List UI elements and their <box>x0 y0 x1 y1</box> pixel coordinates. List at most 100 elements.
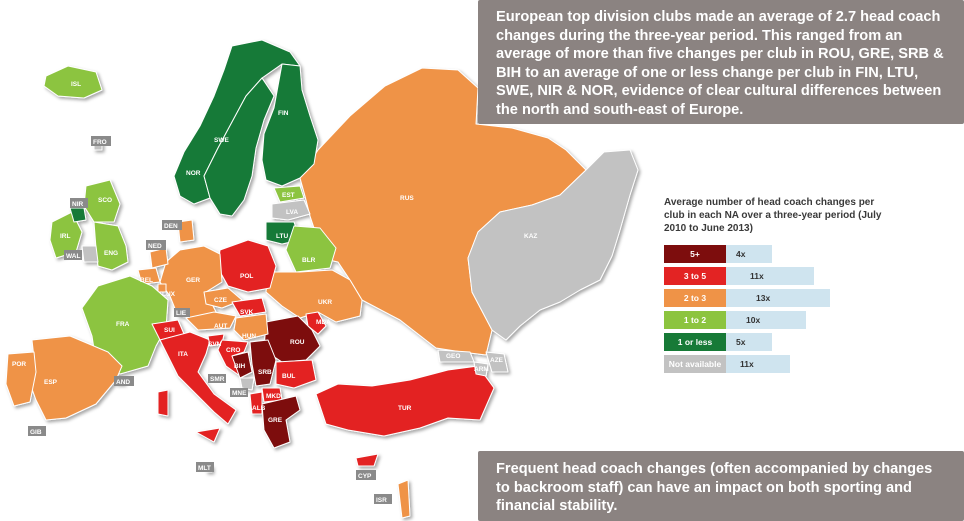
label-hun: HUN <box>242 333 256 340</box>
label-mda: MDA <box>316 319 331 326</box>
legend-swatch: 2 to 3 <box>664 289 726 307</box>
legend-count: 10x <box>726 311 806 329</box>
country-arm <box>473 361 489 377</box>
callout-impact-text: Frequent head coach changes (often accom… <box>496 461 933 514</box>
label-ita: ITA <box>178 351 188 358</box>
label-aut: AUT <box>214 323 227 330</box>
country-ita-sardinia <box>157 389 169 417</box>
label-sui: SUI <box>164 327 175 334</box>
label-gib: GIB <box>30 429 42 436</box>
legend-swatch: 3 to 5 <box>664 267 726 285</box>
legend-row-five-plus: 5+ 4x <box>664 245 864 265</box>
country-bel <box>137 267 161 285</box>
country-mda <box>305 311 327 335</box>
label-rou: ROU <box>290 339 305 346</box>
tag-mlt <box>196 462 214 472</box>
label-fin: FIN <box>278 110 289 117</box>
country-por <box>5 351 37 407</box>
label-cze: CZE <box>214 297 228 304</box>
country-aut <box>185 311 237 331</box>
label-and: AND <box>116 379 130 386</box>
country-gre <box>261 395 301 449</box>
label-tur: TUR <box>398 405 412 412</box>
legend-count: 11x <box>726 355 790 373</box>
legend-row-two-to-three: 2 to 3 13x <box>664 289 864 309</box>
legend-row-not-available: Not available 11x <box>664 355 864 375</box>
country-wal <box>81 245 99 263</box>
label-cyp: CYP <box>358 473 372 480</box>
label-alb: ALB <box>252 405 266 412</box>
label-aze: AZE <box>490 357 504 364</box>
country-ned <box>149 247 169 269</box>
label-sco: SCO <box>98 197 112 204</box>
country-tur <box>315 365 495 437</box>
label-lux: LUX <box>162 291 176 298</box>
tag-den <box>162 220 182 230</box>
label-bel: BEL <box>140 277 153 284</box>
label-fra: FRA <box>116 321 130 328</box>
label-bih: BIH <box>234 363 246 370</box>
label-rus: RUS <box>400 195 414 202</box>
label-mlt: MLT <box>198 465 211 472</box>
label-kaz: KAZ <box>524 233 537 240</box>
tag-fro <box>91 136 111 146</box>
callout-summary: European top division clubs made an aver… <box>478 0 964 124</box>
country-est <box>273 185 305 203</box>
country-hun <box>233 313 269 341</box>
country-srb <box>249 339 277 387</box>
legend-row-three-to-five: 3 to 5 11x <box>664 267 864 287</box>
legend-count: 4x <box>726 245 772 263</box>
tag-wal <box>64 250 82 260</box>
label-gre: GRE <box>268 417 283 424</box>
legend: Average number of head coach changes per… <box>664 196 881 375</box>
country-kaz <box>467 149 639 341</box>
country-isr <box>397 479 411 519</box>
label-eng: ENG <box>104 250 118 257</box>
country-aze <box>485 351 509 373</box>
label-srb: SRB <box>258 369 272 376</box>
label-pol: POL <box>240 273 253 280</box>
country-eng <box>93 221 129 271</box>
legend-count: 11x <box>726 267 814 285</box>
label-bul: BUL <box>282 373 295 380</box>
country-ita-sicily <box>195 427 221 443</box>
label-ukr: UKR <box>318 299 332 306</box>
label-por: POR <box>12 361 26 368</box>
tag-mne <box>230 388 248 397</box>
label-isr: ISR <box>376 497 387 504</box>
label-svn: SVN <box>208 341 222 348</box>
legend-count: 5x <box>726 333 772 351</box>
legend-title: Average number of head coach changes per… <box>664 197 882 234</box>
label-cro: CRO <box>226 347 240 354</box>
label-est: EST <box>282 192 295 199</box>
label-ltu: LTU <box>276 233 288 240</box>
label-arm: ARM <box>474 366 489 373</box>
country-lux <box>157 283 167 293</box>
tag-isr <box>374 494 392 504</box>
country-blr <box>285 225 337 273</box>
label-blr: BLR <box>302 257 316 264</box>
label-ned: NED <box>148 243 162 250</box>
country-bih <box>231 351 253 379</box>
country-ukr <box>265 269 363 323</box>
label-mne: MNE <box>232 390 247 397</box>
label-swe: SWE <box>214 137 229 144</box>
country-pol <box>217 239 277 293</box>
tag-cyp <box>356 470 376 480</box>
callout-summary-text: European top division clubs made an aver… <box>496 9 944 118</box>
label-svk: SVK <box>240 309 254 316</box>
tag-and <box>114 376 134 386</box>
tag-gib <box>28 426 46 436</box>
tag-lie <box>174 308 190 317</box>
country-fin <box>261 63 319 187</box>
label-isl: ISL <box>71 81 81 88</box>
country-swe <box>203 77 275 217</box>
callout-impact: Frequent head coach changes (often accom… <box>478 451 964 521</box>
label-ger: GER <box>186 277 200 284</box>
legend-swatch: 1 to 2 <box>664 311 726 329</box>
legend-count: 13x <box>726 289 830 307</box>
country-isl <box>43 65 103 99</box>
label-den: DEN <box>164 223 178 230</box>
country-mne <box>239 377 255 391</box>
label-nor: NOR <box>186 170 201 177</box>
